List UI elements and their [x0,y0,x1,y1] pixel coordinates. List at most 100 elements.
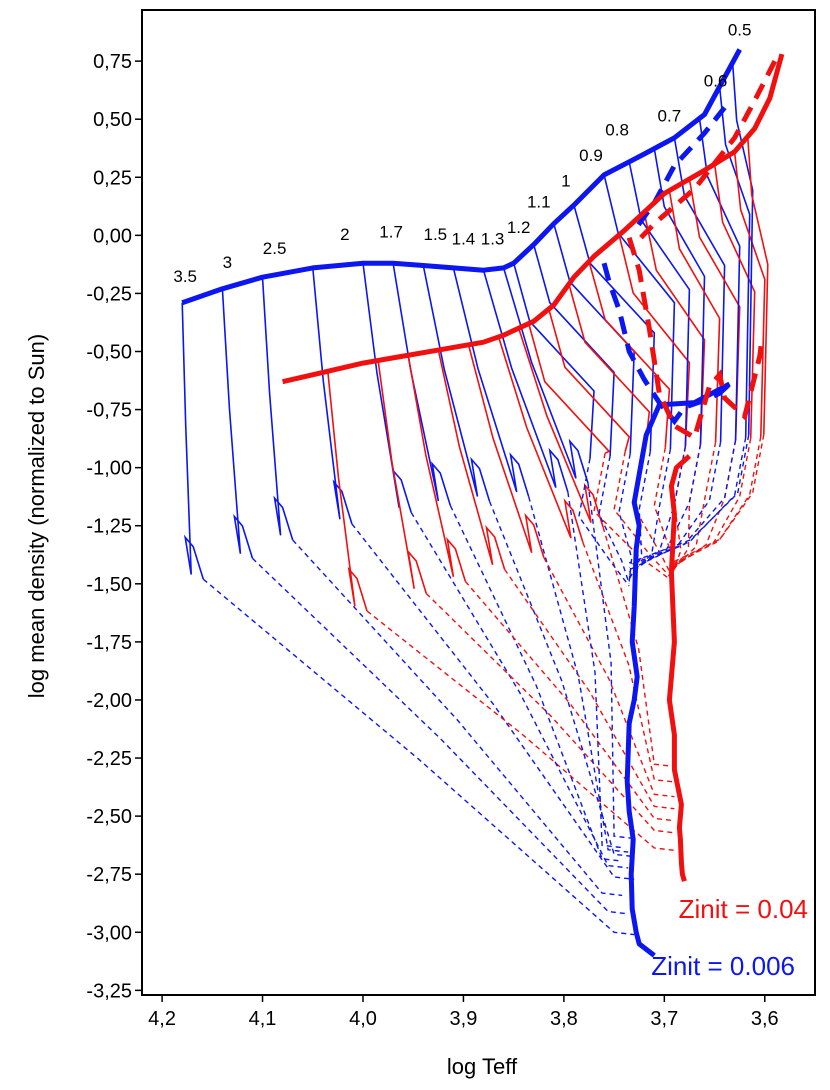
red-track-post-ms [672,434,765,564]
mass-label: 2.5 [263,239,287,258]
y-tick-label: -0,50 [86,341,132,363]
blue-track-main-sequence [362,263,412,513]
blue-track-main-sequence [512,262,595,459]
red-track-main-sequence [497,336,584,543]
blue-track-main-sequence [452,267,530,497]
blue-track-post-ms [528,496,629,853]
red-tams-line [632,59,778,247]
x-tick-label: 4,1 [249,1008,277,1030]
y-tick-label: 0,75 [93,51,132,73]
mass-label: 0.6 [704,72,728,91]
x-tick-label: 4,0 [349,1008,377,1030]
red-track-main-sequence [713,163,756,439]
blue-track-main-sequence [603,174,676,450]
blue-track-post-ms [252,557,629,915]
blue-track-main-sequence [532,244,615,457]
y-tick-label: 0,25 [93,167,132,189]
red-track-main-sequence [407,355,467,582]
blue-track-main-sequence [312,267,353,525]
y-tick-label: -1,00 [86,458,132,480]
blue-track-post-ms [598,455,630,585]
blue-track-main-sequence [221,288,254,559]
blue-track-main-sequence [261,277,294,541]
y-tick-label: -2,50 [86,806,132,828]
y-tick-label: -2,25 [86,748,132,770]
y-tick-label: 0,50 [93,109,132,131]
y-tick-label: 0,00 [93,225,132,247]
red-track-post-ms [613,451,673,580]
blue-track-main-sequence [628,161,691,447]
red-rgb-base-line [626,236,765,442]
x-tick-label: 3,9 [450,1008,478,1030]
mass-label: 2 [340,225,349,244]
red-track-main-sequence [467,344,545,558]
blue-track-post-ms [587,483,635,840]
y-tick-label: -2,00 [86,690,132,712]
y-tick-label: -1,50 [86,574,132,596]
y-axis-title: log mean density (normalized to Sun) [24,334,49,698]
red-track-post-ms [504,569,675,810]
red-track-main-sequence [733,151,766,437]
red-track-main-sequence [377,360,428,594]
x-tick-label: 3,7 [650,1008,678,1030]
blue-track-main-sequence [698,118,741,440]
blue-track-post-ms [292,539,623,897]
red-track-post-ms [464,580,675,822]
red-track-main-sequence [517,328,604,528]
red-track-post-ms [602,527,675,768]
mass-label: 1.4 [452,230,476,249]
x-tick-label: 4,2 [148,1008,176,1030]
y-tick-label: -0,75 [86,400,132,422]
blue-track-main-sequence [573,204,656,452]
red-track-post-ms [593,453,673,582]
y-tick-label: -3,25 [86,980,132,1002]
blue-track-post-ms [567,492,623,849]
blue-track-post-ms [628,434,750,564]
mass-label: 0.5 [728,21,752,40]
mass-label: 3 [223,253,232,272]
blue-track-main-sequence [181,302,205,580]
red-hayashi-line [666,454,692,882]
blue-track-main-sequence [673,137,726,443]
legend-z-004: Zinit = 0.04 [679,894,808,924]
blue-hayashi-line [624,381,731,958]
mass-labels: 3.5 3 2.5 2 1.7 1.5 1.4 1.31.2 1.1 1 0.90.8 0.7 0.6 0… [173,21,751,286]
x-axis-title: log Teff [447,1054,518,1079]
mass-label: 0.9 [579,146,603,165]
blue-rgb-base-line [601,262,732,426]
red-track-post-ms [672,436,762,565]
y-tick-label: -2,75 [86,864,132,886]
red-track-post-ms [425,593,675,834]
evolutionary-tracks [181,62,769,936]
blue-track-post-ms [202,578,635,936]
x-tick-label: 3,6 [751,1008,779,1030]
blue-track-post-ms [449,505,623,862]
red-zams-line [282,53,785,385]
y-tick-label: -3,00 [86,922,132,944]
blue-track-post-ms [618,453,633,582]
blue-track-main-sequence [731,62,754,436]
blue-track-main-sequence [482,269,569,493]
y-tick-label: -0,25 [86,283,132,305]
blue-track-main-sequence [553,223,636,454]
mass-label: 1.1 [527,192,551,211]
mass-label: 3.5 [173,267,197,286]
blue-track-main-sequence [392,263,452,506]
blue-track-post-ms [628,444,702,573]
red-track-post-ms [366,610,675,851]
plot-frame [141,9,816,996]
mass-label: 1 [561,172,570,191]
blue-track-post-ms [488,500,635,858]
mass-label: 1.7 [379,223,403,242]
red-track-main-sequence [588,261,671,448]
blue-track-post-ms [628,448,672,578]
red-track-main-sequence [327,371,368,612]
red-track-post-ms [671,441,717,571]
mass-label: 0.8 [605,120,629,139]
y-tick-label: -1,25 [86,516,132,538]
blue-zams-line [181,48,742,306]
mass-label: 1.5 [423,225,447,244]
axes: 4,2 4,1 4,0 3,9 3,8 3,7 3,6 0,75 0,50 0,25 0,00 -0,… [86,9,816,1030]
blue-track-post-ms [410,512,629,869]
